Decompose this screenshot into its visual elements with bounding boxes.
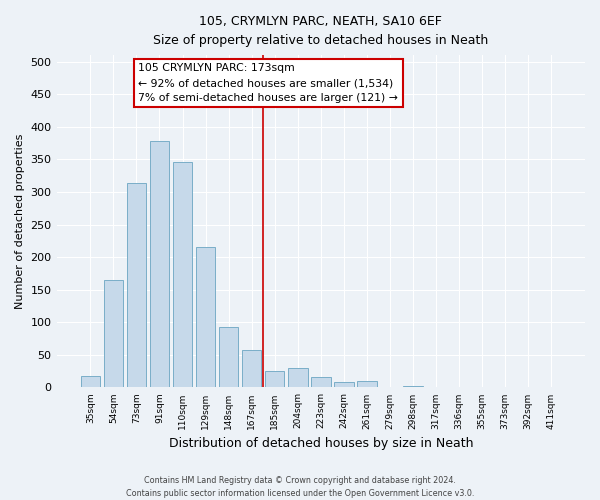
Bar: [80, 376, 100, 388]
Bar: [127, 183, 146, 388]
Bar: [288, 368, 308, 388]
Bar: [357, 381, 377, 388]
X-axis label: Distribution of detached houses by size in Neath: Distribution of detached houses by size …: [169, 437, 473, 450]
Bar: [472, 387, 492, 388]
Text: Contains HM Land Registry data © Crown copyright and database right 2024.
Contai: Contains HM Land Registry data © Crown c…: [126, 476, 474, 498]
Text: 105 CRYMLYN PARC: 173sqm
← 92% of detached houses are smaller (1,534)
7% of semi: 105 CRYMLYN PARC: 173sqm ← 92% of detach…: [139, 64, 398, 103]
Title: 105, CRYMLYN PARC, NEATH, SA10 6EF
Size of property relative to detached houses : 105, CRYMLYN PARC, NEATH, SA10 6EF Size …: [153, 15, 488, 47]
Bar: [311, 377, 331, 388]
Bar: [196, 246, 215, 388]
Bar: [149, 141, 169, 388]
Bar: [173, 162, 193, 388]
Y-axis label: Number of detached properties: Number of detached properties: [15, 134, 25, 309]
Bar: [104, 280, 123, 388]
Bar: [403, 386, 423, 388]
Bar: [334, 382, 353, 388]
Bar: [242, 350, 262, 388]
Bar: [219, 327, 238, 388]
Bar: [265, 371, 284, 388]
